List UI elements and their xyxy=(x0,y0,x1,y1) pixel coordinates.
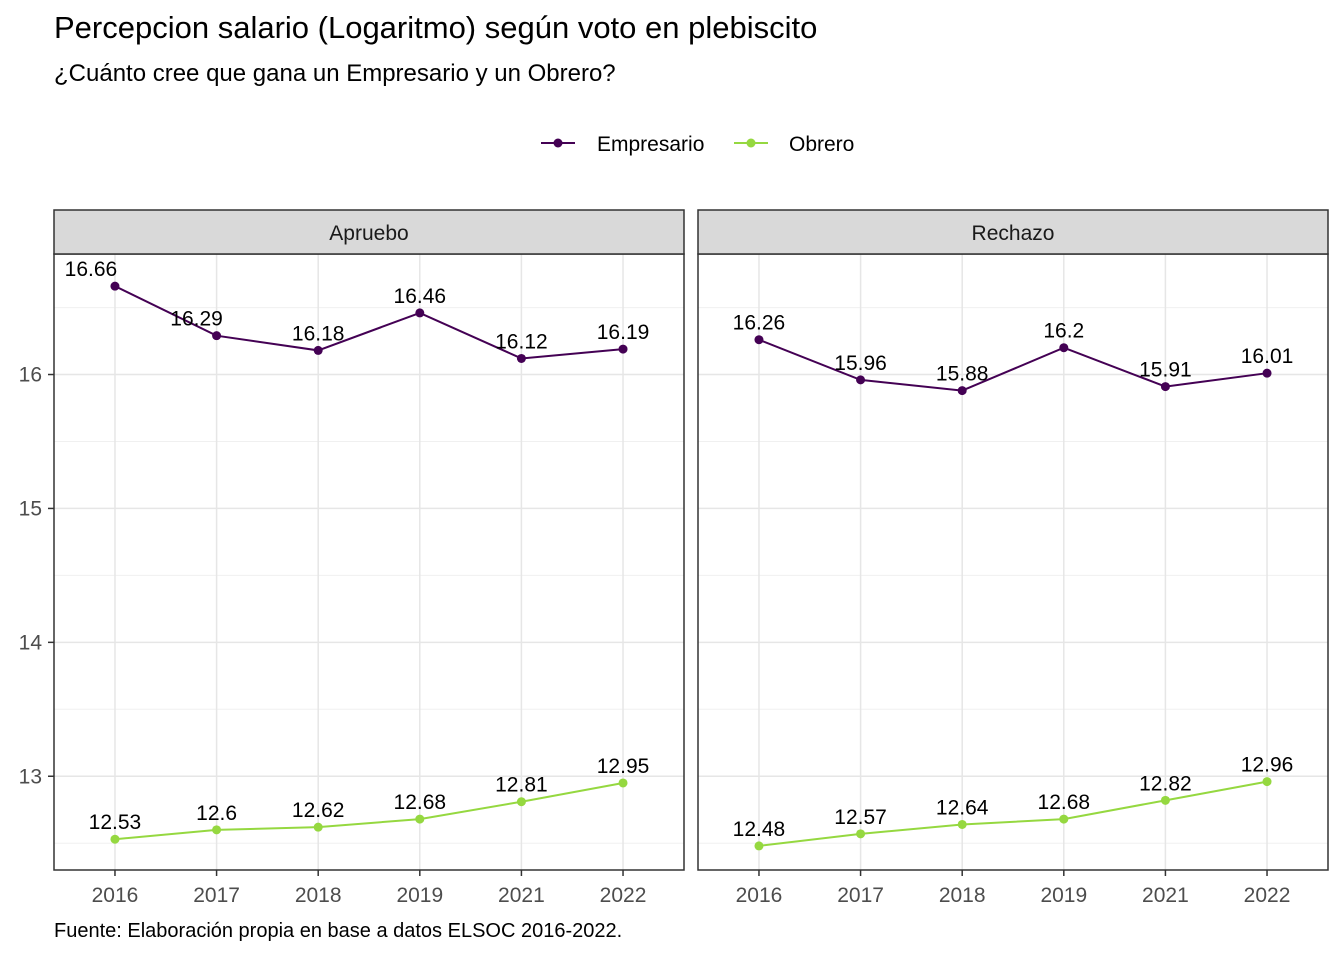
x-tick-label: 2019 xyxy=(396,884,443,907)
data-point-obrero xyxy=(754,841,764,851)
data-point-obrero xyxy=(516,797,526,807)
y-tick-label: 13 xyxy=(19,765,42,788)
y-tick-label: 14 xyxy=(19,631,43,654)
data-label-obrero: 12.82 xyxy=(1139,772,1192,795)
x-tick-label: 2018 xyxy=(939,884,986,907)
facet-strip-label: Apruebo xyxy=(329,222,408,245)
data-point-obrero xyxy=(618,778,628,788)
x-tick-label: 2022 xyxy=(600,884,647,907)
data-label-empresario: 16.26 xyxy=(733,312,786,335)
data-label-obrero: 12.53 xyxy=(89,811,142,834)
x-tick-label: 2017 xyxy=(837,884,884,907)
x-tick-label: 2017 xyxy=(193,884,240,907)
legend-label-empresario: Empresario xyxy=(597,133,704,156)
series-line-obrero xyxy=(758,780,1268,847)
data-point-empresario xyxy=(856,375,866,385)
data-label-empresario: 16.46 xyxy=(394,285,447,308)
panel-background xyxy=(54,254,684,870)
x-tick-label: 2021 xyxy=(1142,884,1189,907)
data-label-empresario: 16.66 xyxy=(65,258,118,281)
y-tick-label: 15 xyxy=(19,497,42,520)
chart-title: Percepcion salario (Logaritmo) según vot… xyxy=(54,10,818,45)
data-label-obrero: 12.68 xyxy=(1038,791,1091,814)
data-label-empresario: 16.19 xyxy=(597,321,650,344)
data-point-obrero xyxy=(110,834,120,844)
data-point-empresario xyxy=(618,344,628,354)
data-label-empresario: 16.29 xyxy=(170,308,223,331)
x-tick-label: 2019 xyxy=(1040,884,1087,907)
data-point-empresario xyxy=(110,281,120,291)
data-label-empresario: 15.91 xyxy=(1139,359,1192,382)
facet-strip xyxy=(697,209,1329,255)
x-tick-label: 2021 xyxy=(498,884,545,907)
chart-caption: Fuente: Elaboración propia en base a dat… xyxy=(54,920,623,942)
data-label-obrero: 12.64 xyxy=(936,796,989,819)
data-point-empresario xyxy=(1059,343,1069,353)
data-label-empresario: 15.88 xyxy=(936,363,989,386)
data-point-obrero xyxy=(1262,777,1272,787)
data-label-obrero: 12.6 xyxy=(196,802,237,825)
series-line-empresario xyxy=(758,338,1268,392)
data-point-empresario xyxy=(1160,382,1170,392)
data-label-obrero: 12.62 xyxy=(292,799,345,822)
legend-label-obrero: Obrero xyxy=(789,133,854,156)
data-label-empresario: 15.96 xyxy=(834,352,887,375)
data-label-empresario: 16.18 xyxy=(292,322,345,345)
series-line-empresario xyxy=(114,285,624,360)
data-point-obrero xyxy=(957,819,967,829)
data-point-empresario xyxy=(212,331,222,341)
chart-subtitle: ¿Cuánto cree que gana un Empresario y un… xyxy=(54,60,616,87)
legend-key-point-obrero xyxy=(746,138,756,148)
data-label-obrero: 12.57 xyxy=(834,806,887,829)
data-point-empresario xyxy=(313,345,323,355)
data-point-obrero xyxy=(1059,814,1069,824)
data-point-empresario xyxy=(754,335,764,345)
data-point-empresario xyxy=(957,386,967,396)
data-point-obrero xyxy=(212,825,222,835)
legend-key-point-empresario xyxy=(553,138,563,148)
data-label-empresario: 16.2 xyxy=(1043,320,1084,343)
data-label-empresario: 16.01 xyxy=(1241,345,1294,368)
data-label-obrero: 12.96 xyxy=(1241,754,1294,777)
data-label-obrero: 12.81 xyxy=(495,774,548,797)
y-tick-label: 16 xyxy=(19,364,42,387)
data-point-empresario xyxy=(1262,368,1272,378)
data-point-empresario xyxy=(415,308,425,318)
facet-strip-label: Rechazo xyxy=(972,222,1055,245)
x-tick-label: 2022 xyxy=(1244,884,1291,907)
x-tick-label: 2016 xyxy=(736,884,783,907)
data-point-obrero xyxy=(415,814,425,824)
data-point-obrero xyxy=(856,829,866,839)
series-line-obrero xyxy=(114,781,624,841)
x-tick-label: 2018 xyxy=(295,884,342,907)
data-label-obrero: 12.48 xyxy=(733,818,786,841)
data-point-obrero xyxy=(313,822,323,832)
data-label-obrero: 12.95 xyxy=(597,755,650,778)
data-point-empresario xyxy=(516,353,526,363)
data-point-obrero xyxy=(1160,795,1170,805)
x-tick-label: 2016 xyxy=(92,884,139,907)
data-label-empresario: 16.12 xyxy=(495,330,548,353)
facet-strip xyxy=(53,209,685,255)
data-label-obrero: 12.68 xyxy=(394,791,447,814)
panel-background xyxy=(698,254,1328,870)
